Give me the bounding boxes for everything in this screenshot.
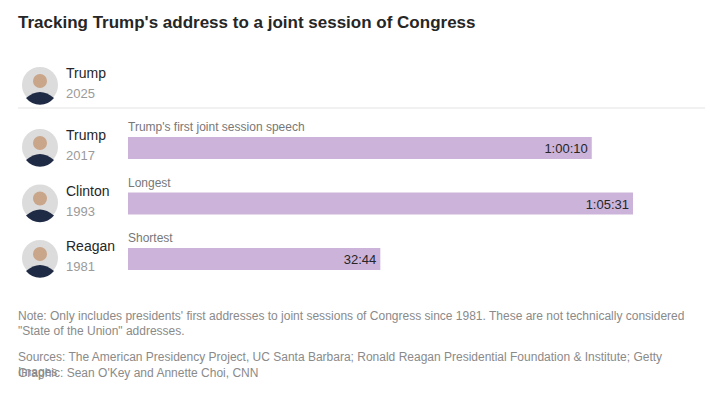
annotation: Longest (128, 176, 171, 190)
portrait-suit (26, 92, 54, 105)
year-label: 2025 (66, 86, 95, 101)
portrait-head (33, 192, 47, 206)
data-label: 1:00:10 (544, 141, 587, 156)
portrait-suit (26, 154, 54, 167)
bar (128, 137, 592, 159)
portrait-suit (26, 265, 54, 278)
category-label: Clinton (66, 183, 110, 199)
bar (128, 248, 380, 270)
portrait (22, 129, 58, 167)
chart: Tracking Trump's address to a joint sess… (0, 0, 710, 300)
labels: Trump 2025 Trump 2017 Trump's first joint se… (22, 65, 629, 278)
data-label: 32:44 (344, 252, 377, 267)
year-label: 2017 (66, 148, 95, 163)
year-label: 1981 (66, 259, 95, 274)
note: Note: Only includes presidents' first ad… (18, 309, 698, 339)
title: Tracking Trump's address to a joint sess… (18, 13, 476, 32)
annotation: Trump's first joint session speech (128, 120, 305, 134)
category-label: Trump (66, 127, 106, 143)
portrait-head (33, 74, 47, 88)
year-label: 1993 (66, 204, 95, 219)
separator (18, 108, 705, 109)
portrait-suit (26, 210, 54, 223)
portrait-head (33, 247, 47, 261)
annotation: Shortest (128, 231, 173, 245)
bars (128, 137, 633, 270)
portrait (22, 67, 58, 105)
portrait (22, 185, 58, 223)
credit: Graphic: Sean O'Key and Annette Choi, CN… (18, 366, 698, 381)
category-label: Reagan (66, 238, 115, 254)
category-label: Trump (66, 65, 106, 81)
portrait (22, 240, 58, 278)
bar (128, 193, 633, 215)
portrait-head (33, 136, 47, 150)
data-label: 1:05:31 (586, 197, 629, 212)
